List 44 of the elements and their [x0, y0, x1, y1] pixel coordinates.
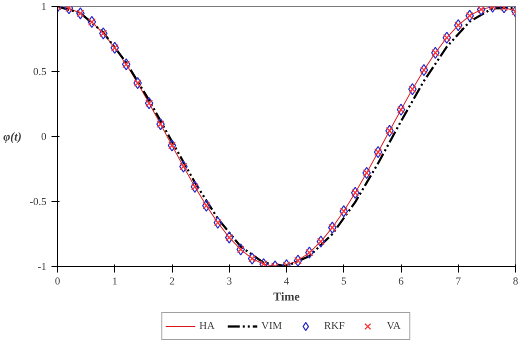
point [454, 19, 463, 32]
x-tick-label: 7 [456, 276, 462, 288]
x-tick-label: 0 [54, 276, 60, 288]
point [76, 7, 85, 20]
x-tick-label: 4 [284, 276, 290, 288]
x-tick-label: 6 [398, 276, 404, 288]
point [396, 104, 406, 116]
x-tick-label: 3 [226, 276, 232, 288]
point [144, 97, 154, 110]
y-tick-label: 0.5 [33, 67, 47, 78]
point [385, 124, 394, 137]
point [442, 32, 452, 44]
y-tick-label: 1 [41, 2, 46, 13]
y-tick-label: -0.5 [30, 197, 47, 208]
point [350, 186, 360, 199]
point [225, 234, 234, 242]
legend-label: VIM [261, 320, 282, 332]
y-tick-label: 0 [41, 132, 46, 143]
point [156, 118, 165, 130]
point [110, 42, 120, 54]
y-axis-title: φ(t) [3, 130, 22, 144]
point [477, 6, 485, 14]
point [328, 222, 337, 234]
point [214, 216, 222, 229]
point [454, 21, 462, 29]
point [202, 200, 211, 212]
y-tick-label: -1 [38, 262, 47, 273]
point [465, 10, 474, 22]
point [362, 166, 371, 179]
x-tick-label: 1 [112, 276, 118, 288]
x-axis-title: Time [273, 290, 300, 304]
x-tick-label: 2 [169, 276, 175, 288]
legend-label: VA [386, 320, 402, 332]
point [408, 83, 417, 96]
point [110, 44, 119, 52]
point [374, 146, 382, 158]
x-tick-label: 8 [512, 276, 518, 288]
point [224, 231, 234, 244]
legend-label: RKF [324, 320, 345, 332]
x-tick-label: 5 [341, 276, 346, 288]
point [431, 46, 440, 59]
legend-label: HA [199, 320, 216, 332]
point [190, 180, 200, 193]
point [122, 58, 130, 70]
